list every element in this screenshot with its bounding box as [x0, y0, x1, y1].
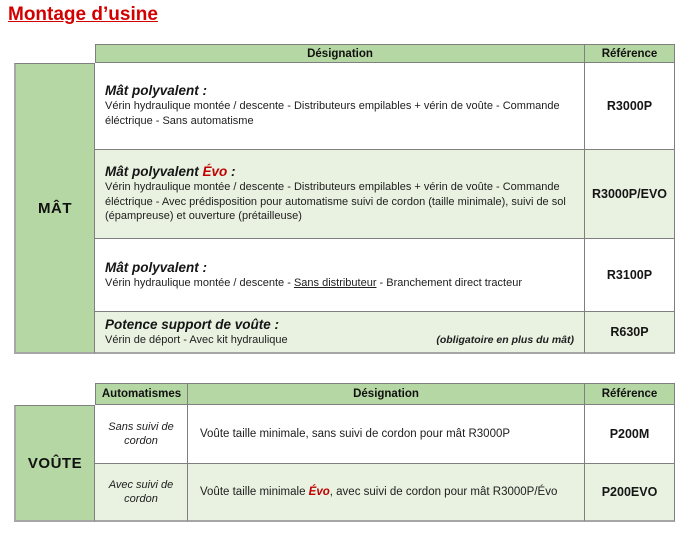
page-title: Montage d’usine: [8, 4, 158, 25]
vault-row-1-reference: P200M: [585, 405, 675, 464]
mast-row-1-designation: Mât polyvalent : Vérin hydraulique monté…: [95, 63, 585, 150]
mast-row-4-designation: Potence support de voûte : Vérin de dépo…: [95, 312, 585, 354]
mast-row-2-title-suffix: :: [227, 163, 236, 179]
mast-row-4-note: (obligatoire en plus du mât): [436, 333, 574, 346]
vault-header-designation: Désignation: [188, 383, 585, 405]
vault-row-2-description-evo: Évo: [308, 486, 330, 498]
mast-row-3-designation: Mât polyvalent : Vérin hydraulique monté…: [95, 239, 585, 312]
mast-row-3-description-underlined: Sans distributeur: [293, 276, 377, 289]
mast-row-3-description-prefix: Vérin hydraulique montée / descente -: [105, 276, 294, 289]
vault-row-1-automatisme: Sans suivi de cordon: [95, 405, 188, 464]
vault-row-2-description-suffix: , avec suivi de cordon pour mât R3000P/É…: [329, 486, 558, 498]
mast-row-2-designation: Mât polyvalent Évo : Vérin hydraulique m…: [95, 150, 585, 239]
mast-row-4-title: Potence support de voûte :: [105, 316, 280, 332]
mast-row-2-reference: R3000P/EVO: [585, 150, 675, 239]
mast-row-4-description: Vérin de déport - Avec kit hydraulique: [105, 333, 288, 346]
mast-row-4-reference: R630P: [585, 312, 675, 354]
mast-row-3-description-suffix: - Branchement direct tracteur: [376, 276, 523, 289]
vault-row-2-automatisme: Avec suivi de cordon: [95, 464, 188, 522]
vault-header-automatismes: Automatismes: [95, 383, 188, 405]
mast-row-1-title: Mât polyvalent :: [105, 83, 208, 99]
vault-row-2-description: Voûte taille minimale Évo, avec suivi de…: [188, 464, 585, 522]
vault-table-header-spacer: [14, 383, 95, 405]
mast-row-2-title-prefix: Mât polyvalent: [105, 163, 203, 179]
mast-row-2-description: Vérin hydraulique montée / descente - Di…: [105, 180, 566, 223]
vault-row-2-reference: P200EVO: [585, 464, 675, 522]
mast-table: Désignation Référence MÂT Mât polyvalent…: [14, 44, 675, 354]
mast-row-2-title-evo: Évo: [202, 163, 228, 179]
mast-row-1-reference: R3000P: [585, 63, 675, 150]
vault-row-label: VOÛTE: [14, 405, 95, 522]
mast-row-3-reference: R3100P: [585, 239, 675, 312]
mast-header-designation: Désignation: [95, 44, 585, 63]
mast-row-1-description: Vérin hydraulique montée / descente - Di…: [105, 100, 560, 127]
mast-row-3-title: Mât polyvalent :: [105, 259, 208, 275]
mast-row-3-description: Vérin hydraulique montée / descente - Sa…: [105, 276, 574, 291]
vault-table: Automatismes Désignation Référence VOÛTE…: [14, 383, 675, 522]
vault-row-2-description-prefix: Voûte taille minimale: [200, 486, 309, 498]
vault-header-reference: Référence: [585, 383, 675, 405]
mast-row-2-title: Mât polyvalent Évo :: [105, 164, 574, 179]
mast-row-label: MÂT: [14, 63, 95, 354]
mast-header-reference: Référence: [585, 44, 675, 63]
vault-row-1-description: Voûte taille minimale, sans suivi de cor…: [188, 405, 585, 464]
mast-table-header-spacer: [14, 44, 95, 63]
